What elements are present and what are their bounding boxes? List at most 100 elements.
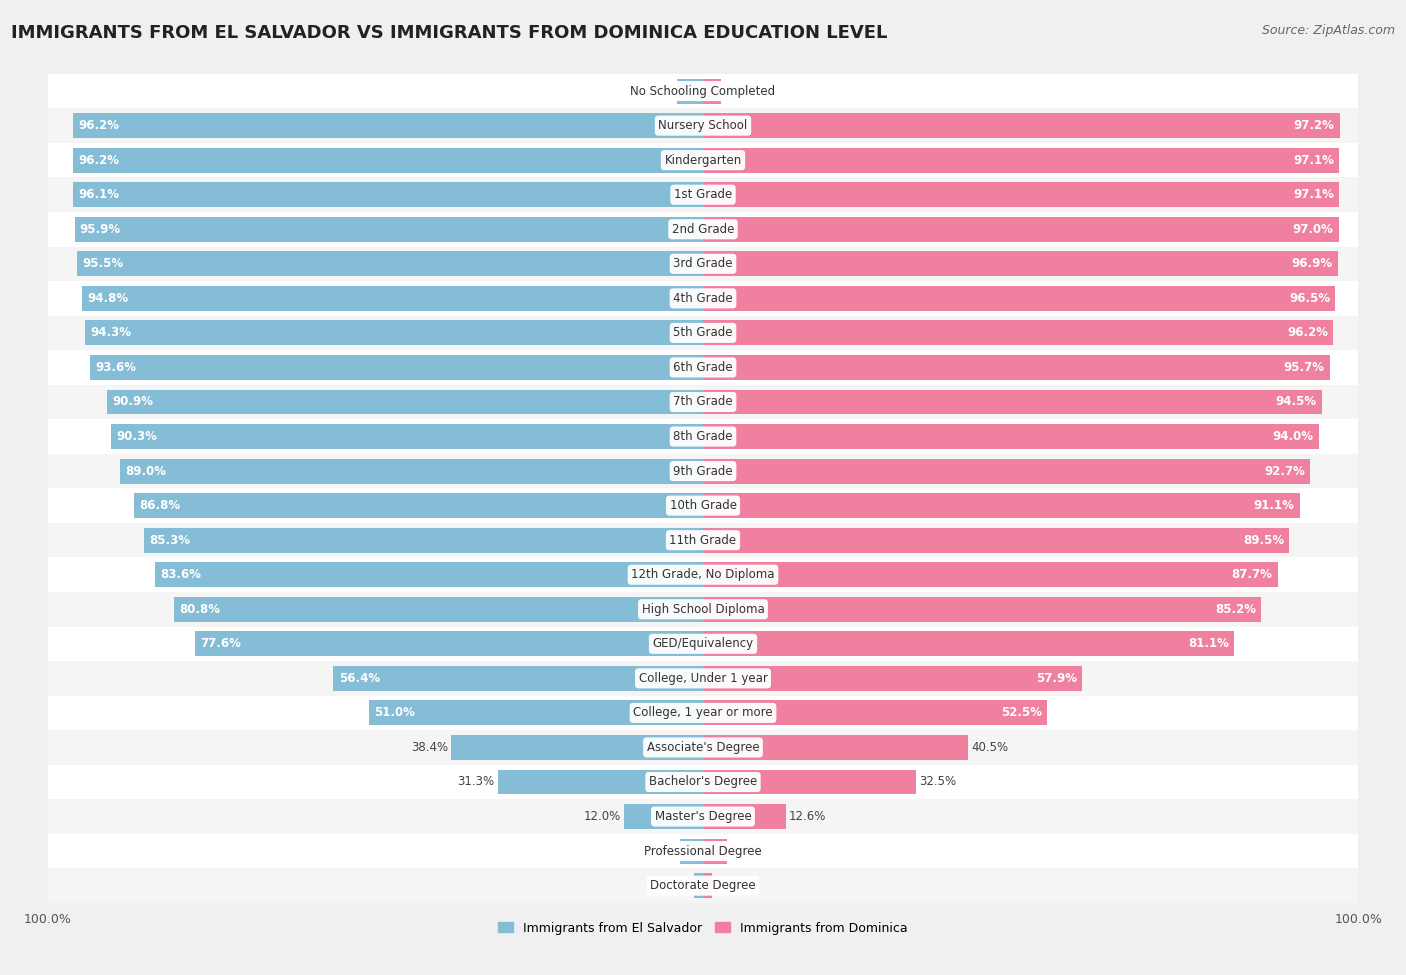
Bar: [703, 148, 1340, 173]
Bar: [134, 493, 703, 518]
Bar: [703, 632, 1234, 656]
Bar: [86, 321, 703, 345]
Bar: [703, 113, 1340, 138]
Text: Source: ZipAtlas.com: Source: ZipAtlas.com: [1261, 24, 1395, 37]
Bar: [48, 74, 1358, 108]
Text: 80.8%: 80.8%: [179, 603, 219, 616]
Text: 94.5%: 94.5%: [1275, 396, 1317, 409]
Bar: [703, 563, 1278, 587]
Text: Kindergarten: Kindergarten: [665, 154, 741, 167]
Text: 85.3%: 85.3%: [149, 533, 190, 547]
Bar: [693, 874, 703, 898]
Bar: [111, 424, 703, 448]
Bar: [368, 700, 703, 725]
Text: 97.2%: 97.2%: [1294, 119, 1334, 133]
Bar: [48, 247, 1358, 281]
Bar: [77, 252, 703, 276]
Bar: [333, 666, 703, 691]
Text: High School Diploma: High School Diploma: [641, 603, 765, 616]
Bar: [703, 597, 1261, 622]
Bar: [194, 632, 703, 656]
Bar: [624, 804, 703, 829]
Text: 95.9%: 95.9%: [80, 222, 121, 236]
Text: 93.6%: 93.6%: [96, 361, 136, 374]
Text: GED/Equivalency: GED/Equivalency: [652, 638, 754, 650]
Text: 31.3%: 31.3%: [457, 775, 495, 789]
Text: 89.0%: 89.0%: [125, 464, 166, 478]
Bar: [48, 350, 1358, 385]
Bar: [451, 735, 703, 760]
Text: 97.0%: 97.0%: [1292, 222, 1333, 236]
Text: 97.1%: 97.1%: [1294, 154, 1334, 167]
Text: 87.7%: 87.7%: [1232, 568, 1272, 581]
Bar: [703, 700, 1047, 725]
Text: 90.3%: 90.3%: [117, 430, 157, 443]
Text: 90.9%: 90.9%: [112, 396, 153, 409]
Bar: [48, 453, 1358, 488]
Text: 7th Grade: 7th Grade: [673, 396, 733, 409]
Text: 6th Grade: 6th Grade: [673, 361, 733, 374]
Text: 85.2%: 85.2%: [1215, 603, 1256, 616]
Text: 83.6%: 83.6%: [160, 568, 201, 581]
Text: 1.4%: 1.4%: [716, 879, 745, 892]
Bar: [90, 355, 703, 380]
Bar: [703, 390, 1322, 414]
Text: 94.3%: 94.3%: [90, 327, 131, 339]
Text: 51.0%: 51.0%: [374, 707, 415, 720]
Text: 95.5%: 95.5%: [83, 257, 124, 270]
Bar: [681, 838, 703, 864]
Text: Nursery School: Nursery School: [658, 119, 748, 133]
Text: 32.5%: 32.5%: [920, 775, 956, 789]
Text: 2nd Grade: 2nd Grade: [672, 222, 734, 236]
Text: Master's Degree: Master's Degree: [655, 810, 751, 823]
Bar: [703, 252, 1339, 276]
Text: Doctorate Degree: Doctorate Degree: [650, 879, 756, 892]
Text: 3.6%: 3.6%: [730, 844, 759, 858]
Text: IMMIGRANTS FROM EL SALVADOR VS IMMIGRANTS FROM DOMINICA EDUCATION LEVEL: IMMIGRANTS FROM EL SALVADOR VS IMMIGRANT…: [11, 24, 887, 42]
Bar: [143, 527, 703, 553]
Text: 57.9%: 57.9%: [1036, 672, 1077, 684]
Text: 94.0%: 94.0%: [1272, 430, 1313, 443]
Text: Bachelor's Degree: Bachelor's Degree: [650, 775, 756, 789]
Bar: [703, 735, 969, 760]
Bar: [48, 592, 1358, 627]
Bar: [48, 143, 1358, 177]
Bar: [48, 523, 1358, 558]
Text: College, 1 year or more: College, 1 year or more: [633, 707, 773, 720]
Text: 8th Grade: 8th Grade: [673, 430, 733, 443]
Text: 89.5%: 89.5%: [1243, 533, 1284, 547]
Bar: [703, 874, 713, 898]
Bar: [73, 113, 703, 138]
Bar: [48, 488, 1358, 523]
Bar: [48, 281, 1358, 316]
Text: Associate's Degree: Associate's Degree: [647, 741, 759, 754]
Bar: [703, 666, 1083, 691]
Bar: [48, 108, 1358, 143]
Bar: [48, 385, 1358, 419]
Text: 86.8%: 86.8%: [139, 499, 180, 512]
Text: 96.2%: 96.2%: [1286, 327, 1329, 339]
Bar: [498, 769, 703, 795]
Text: 77.6%: 77.6%: [200, 638, 240, 650]
Text: 96.1%: 96.1%: [79, 188, 120, 201]
Bar: [48, 419, 1358, 453]
Bar: [48, 834, 1358, 869]
Bar: [48, 661, 1358, 695]
Bar: [703, 182, 1340, 207]
Bar: [703, 493, 1301, 518]
Bar: [82, 286, 703, 311]
Bar: [48, 800, 1358, 834]
Bar: [48, 764, 1358, 799]
Bar: [703, 355, 1330, 380]
Bar: [703, 527, 1289, 553]
Bar: [48, 558, 1358, 592]
Bar: [703, 321, 1333, 345]
Text: 96.2%: 96.2%: [77, 119, 120, 133]
Text: College, Under 1 year: College, Under 1 year: [638, 672, 768, 684]
Text: No Schooling Completed: No Schooling Completed: [630, 85, 776, 98]
Text: 12th Grade, No Diploma: 12th Grade, No Diploma: [631, 568, 775, 581]
Bar: [703, 458, 1310, 484]
Bar: [120, 458, 703, 484]
Bar: [703, 424, 1319, 448]
Text: 81.1%: 81.1%: [1188, 638, 1229, 650]
